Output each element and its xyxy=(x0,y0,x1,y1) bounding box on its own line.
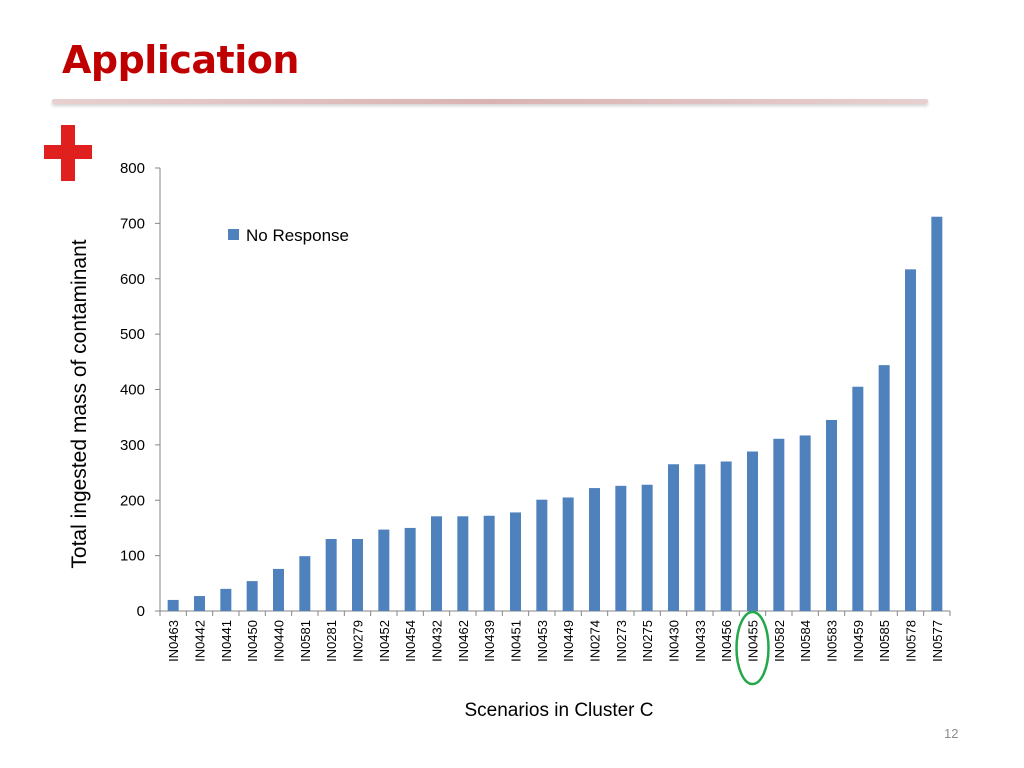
x-tick-label: IN0451 xyxy=(509,620,524,662)
bar xyxy=(246,581,258,611)
x-tick-label: IN0455 xyxy=(746,620,761,662)
bar xyxy=(905,269,916,611)
bar xyxy=(273,568,284,611)
y-tick-label: 800 xyxy=(120,160,145,177)
x-tick-label: IN0433 xyxy=(693,620,708,662)
legend-swatch xyxy=(228,229,239,240)
bar xyxy=(668,464,679,611)
x-tick-label: IN0585 xyxy=(877,620,892,662)
x-tick-label: IN0462 xyxy=(456,620,471,662)
bar xyxy=(878,365,890,611)
x-tick-label: IN0440 xyxy=(272,620,287,662)
bar xyxy=(562,497,574,611)
y-tick-label: 100 xyxy=(120,548,145,565)
y-tick-label: 500 xyxy=(120,326,145,343)
x-tick-label: IN0442 xyxy=(193,620,208,662)
red-cross-icon xyxy=(44,125,92,181)
bar xyxy=(299,556,311,611)
x-tick-label: IN0456 xyxy=(719,620,734,662)
x-tick-label: IN0441 xyxy=(219,620,234,662)
x-tick-label: IN0275 xyxy=(640,620,655,662)
y-tick-label: 700 xyxy=(120,215,145,232)
bar xyxy=(694,464,706,611)
title-divider xyxy=(52,99,928,104)
x-tick-label: IN0449 xyxy=(561,620,576,662)
bar xyxy=(826,419,837,611)
bar xyxy=(483,515,495,611)
y-tick-label: 300 xyxy=(120,437,145,454)
x-tick-label: IN0439 xyxy=(482,620,497,662)
bar xyxy=(220,588,232,611)
x-tick-label: IN0281 xyxy=(324,620,339,662)
bar xyxy=(773,438,785,611)
y-tick-label: 200 xyxy=(120,492,145,509)
bar xyxy=(720,461,732,611)
bar xyxy=(747,451,758,611)
bar xyxy=(852,386,864,611)
x-tick-label: IN0432 xyxy=(430,620,445,662)
x-tick-label: IN0582 xyxy=(772,620,787,662)
bar xyxy=(536,499,548,611)
x-tick-label: IN0450 xyxy=(245,620,260,662)
x-tick-label: IN0454 xyxy=(403,620,418,662)
bar xyxy=(325,539,337,611)
y-axis-title: Total ingested mass of contaminant xyxy=(68,239,91,568)
x-tick-label: IN0463 xyxy=(166,620,181,662)
x-tick-label: IN0578 xyxy=(904,620,919,662)
bar xyxy=(799,435,811,611)
bar xyxy=(615,485,627,611)
bar xyxy=(352,539,363,611)
y-tick-label: 600 xyxy=(120,271,145,288)
x-tick-label: IN0274 xyxy=(588,620,603,662)
x-tick-label: IN0453 xyxy=(535,620,550,662)
x-tick-label: IN0452 xyxy=(377,620,392,662)
bar xyxy=(510,512,521,611)
bar xyxy=(194,596,205,611)
bar xyxy=(641,484,653,611)
y-tick-label: 0 xyxy=(137,603,145,620)
x-tick-label: IN0577 xyxy=(930,620,945,662)
legend-label: No Response xyxy=(246,226,349,245)
bar xyxy=(931,216,943,612)
bar xyxy=(404,527,416,611)
bar xyxy=(431,516,442,611)
x-axis-title: Scenarios in Cluster C xyxy=(464,700,653,721)
x-tick-label: IN0581 xyxy=(298,620,313,662)
bar xyxy=(167,599,179,611)
bar xyxy=(378,529,390,611)
slide-title: Application xyxy=(62,38,299,82)
x-tick-label: IN0584 xyxy=(798,620,813,662)
bar xyxy=(589,488,600,611)
bar xyxy=(457,516,469,611)
x-tick-label: IN0279 xyxy=(351,620,366,662)
page-number: 12 xyxy=(944,726,959,741)
x-tick-label: IN0583 xyxy=(825,620,840,662)
y-tick-label: 400 xyxy=(120,382,145,399)
x-tick-label: IN0430 xyxy=(667,620,682,662)
x-tick-label: IN0273 xyxy=(614,620,629,662)
highlight-circle xyxy=(735,610,770,686)
x-tick-label: IN0459 xyxy=(851,620,866,662)
